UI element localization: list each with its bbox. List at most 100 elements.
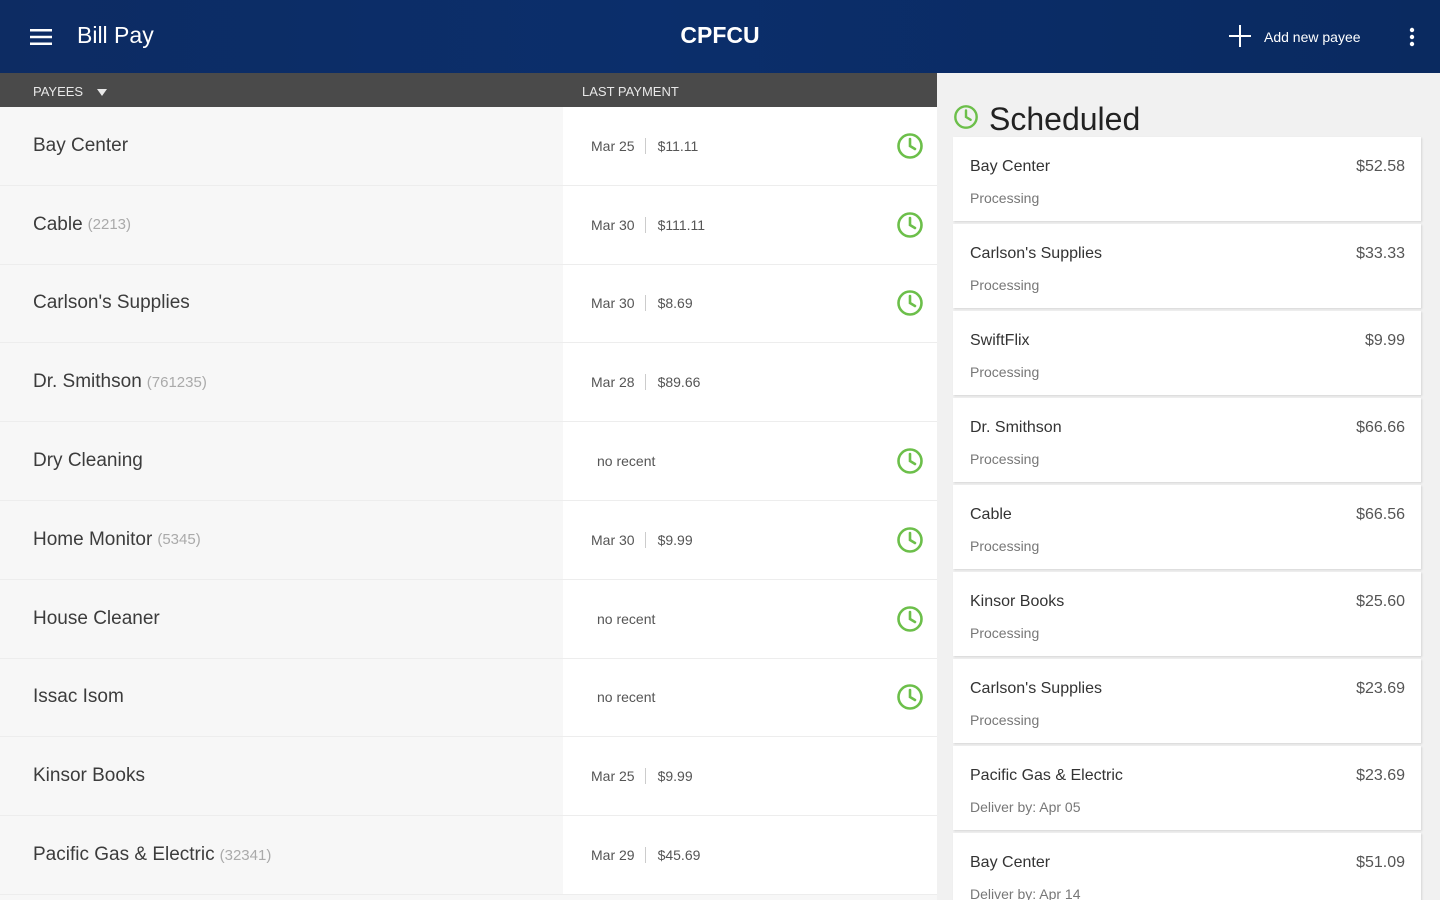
scheduled-payee-name: Dr. Smithson (970, 419, 1062, 436)
last-payment-cell[interactable]: Mar 30 $111.11 (563, 185, 937, 264)
payee-name: Issac Isom (33, 686, 124, 708)
scheduled-status: Processing (970, 625, 1040, 641)
payee-row[interactable]: Kinsor Books Mar 25 $9.99 (0, 737, 937, 817)
payee-row[interactable]: Dr. Smithson (761235) Mar 28 $89.66 (0, 343, 937, 423)
hamburger-menu-icon[interactable] (28, 24, 54, 50)
clock-icon[interactable] (896, 526, 924, 554)
last-payment-amount: $9.99 (657, 531, 693, 548)
payee-row[interactable]: Bay Center Mar 25 $11.11 (0, 107, 937, 186)
payee-name-cell[interactable]: Pacific Gas & Electric (32341) (0, 816, 563, 894)
clock-icon[interactable] (896, 132, 924, 160)
clock-icon[interactable] (896, 683, 924, 711)
scheduled-payment-card[interactable]: Bay Center $52.58 Processing (953, 137, 1421, 221)
scheduled-amount: $51.09 (1356, 854, 1405, 871)
scheduled-amount: $66.56 (1356, 506, 1405, 523)
no-recent-label: no recent (597, 610, 656, 627)
payees-sort-dropdown[interactable]: PAYEES (33, 84, 108, 99)
last-payment-cell[interactable]: no recent (563, 658, 937, 737)
scheduled-header: Scheduled (953, 101, 1140, 138)
brand-label: CPFCU (680, 22, 760, 48)
last-payment-cell[interactable]: no recent (563, 579, 937, 658)
last-payment-date: Mar 28 (591, 374, 646, 391)
payee-account-number: (5345) (157, 531, 201, 549)
last-payment-date: Mar 30 (591, 295, 646, 312)
dropdown-arrow-icon (97, 84, 108, 99)
scheduled-payee-name: Pacific Gas & Electric (970, 767, 1123, 784)
payee-row[interactable]: Issac Isom no recent (0, 658, 937, 738)
clock-icon[interactable] (896, 211, 924, 239)
payee-name-cell[interactable]: Issac Isom (0, 658, 563, 737)
clock-icon[interactable] (896, 289, 924, 317)
last-payment-date: Mar 30 (591, 531, 646, 548)
scheduled-amount: $52.58 (1356, 158, 1405, 175)
scheduled-payee-name: SwiftFlix (970, 332, 1030, 349)
plus-icon (1228, 24, 1252, 51)
clock-icon (953, 104, 979, 135)
scheduled-payment-card[interactable]: Carlson's Supplies $23.69 Processing (953, 659, 1421, 743)
scheduled-list: Bay Center $52.58 Processing Carlson's Supp… (953, 137, 1421, 900)
payees-header-label: PAYEES (33, 84, 84, 99)
scheduled-amount: $9.99 (1364, 332, 1405, 349)
payee-name-cell[interactable]: Cable (2213) (0, 185, 563, 264)
add-new-payee-button[interactable]: Add new payee (1228, 22, 1361, 52)
scheduled-payee-name: Bay Center (970, 854, 1051, 871)
payee-name: House Cleaner (33, 607, 160, 629)
payee-name-cell[interactable]: Dry Cleaning (0, 422, 563, 500)
last-payment-amount: $11.11 (657, 137, 699, 154)
last-payment-amount: $45.69 (657, 847, 701, 864)
brand-title: CPFCU (0, 22, 1440, 49)
payee-name-cell[interactable]: Bay Center (0, 107, 563, 185)
scheduled-payee-name: Kinsor Books (970, 593, 1065, 610)
payee-row[interactable]: Pacific Gas & Electric (32341) Mar 29 $45.6… (0, 816, 937, 895)
last-payment-amount: $8.69 (657, 295, 693, 312)
payee-row[interactable]: Cable (2213) Mar 30 $111.11 (0, 185, 937, 265)
payee-row[interactable]: Carlson's Supplies Mar 30 $8.69 (0, 264, 937, 344)
scheduled-payment-card[interactable]: SwiftFlix $9.99 Processing (953, 311, 1421, 395)
last-payment-date: Mar 25 (591, 137, 646, 154)
scheduled-amount: $25.60 (1356, 593, 1405, 610)
clock-icon[interactable] (896, 447, 924, 475)
last-payment-date: Mar 30 (591, 216, 646, 233)
scheduled-payment-card[interactable]: Cable $66.56 Processing (953, 485, 1421, 569)
payee-name: Cable (33, 213, 83, 235)
scheduled-payment-card[interactable]: Pacific Gas & Electric $23.69 Deliver by: … (953, 746, 1421, 830)
last-payment-cell[interactable]: Mar 28 $89.66 (563, 343, 937, 422)
last-payment-cell[interactable]: Mar 30 $9.99 (563, 500, 937, 579)
scheduled-title: Scheduled (989, 101, 1141, 137)
no-recent-label: no recent (597, 453, 656, 470)
scheduled-panel: Scheduled Bay Center $52.58 Processing Carl… (937, 73, 1440, 900)
last-payment-cell[interactable]: Mar 29 $45.69 (563, 816, 937, 894)
payee-name-cell[interactable]: Home Monitor (5345) (0, 500, 563, 579)
last-payment-cell[interactable]: Mar 30 $8.69 (563, 264, 937, 343)
scheduled-payee-name: Carlson's Supplies (970, 680, 1103, 697)
more-vert-icon[interactable] (1398, 22, 1426, 52)
scheduled-payee-name: Bay Center (970, 158, 1051, 175)
payee-name-cell[interactable]: Dr. Smithson (761235) (0, 343, 563, 422)
last-payment-amount: $9.99 (657, 768, 693, 785)
scheduled-status: Deliver by: Apr 05 (970, 799, 1081, 815)
payee-name-cell[interactable]: Carlson's Supplies (0, 264, 563, 343)
app-bar: Bill Pay CPFCU Add new payee (0, 0, 1440, 73)
app-title: Bill Pay (77, 22, 154, 48)
payee-name-cell[interactable]: House Cleaner (0, 579, 563, 658)
scheduled-payment-card[interactable]: Kinsor Books $25.60 Processing (953, 572, 1421, 656)
payee-row[interactable]: Dry Cleaning no recent (0, 422, 937, 501)
scheduled-payment-card[interactable]: Dr. Smithson $66.66 Processing (953, 398, 1421, 482)
last-payment-cell[interactable]: Mar 25 $11.11 (563, 107, 937, 185)
scheduled-payment-card[interactable]: Carlson's Supplies $33.33 Processing (953, 224, 1421, 308)
last-payment-header-label: LAST PAYMENT (582, 84, 679, 99)
scheduled-status: Processing (970, 364, 1040, 380)
payee-row[interactable]: House Cleaner no recent (0, 579, 937, 659)
scheduled-status: Processing (970, 277, 1040, 293)
scheduled-status: Processing (970, 712, 1040, 728)
last-payment-amount: $111.11 (657, 216, 706, 233)
last-payment-cell[interactable]: no recent (563, 422, 937, 500)
scheduled-status: Processing (970, 538, 1040, 554)
payee-row[interactable]: Home Monitor (5345) Mar 30 $9.99 (0, 500, 937, 580)
clock-icon[interactable] (896, 605, 924, 633)
scheduled-payment-card[interactable]: Bay Center $51.09 Deliver by: Apr 14 (953, 833, 1421, 900)
payee-list: Bay Center Mar 25 $11.11 Cable (2213) Mar 30 $… (0, 107, 937, 895)
payee-name: Dry Cleaning (33, 450, 143, 472)
payee-name-cell[interactable]: Kinsor Books (0, 737, 563, 816)
last-payment-cell[interactable]: Mar 25 $9.99 (563, 737, 937, 816)
